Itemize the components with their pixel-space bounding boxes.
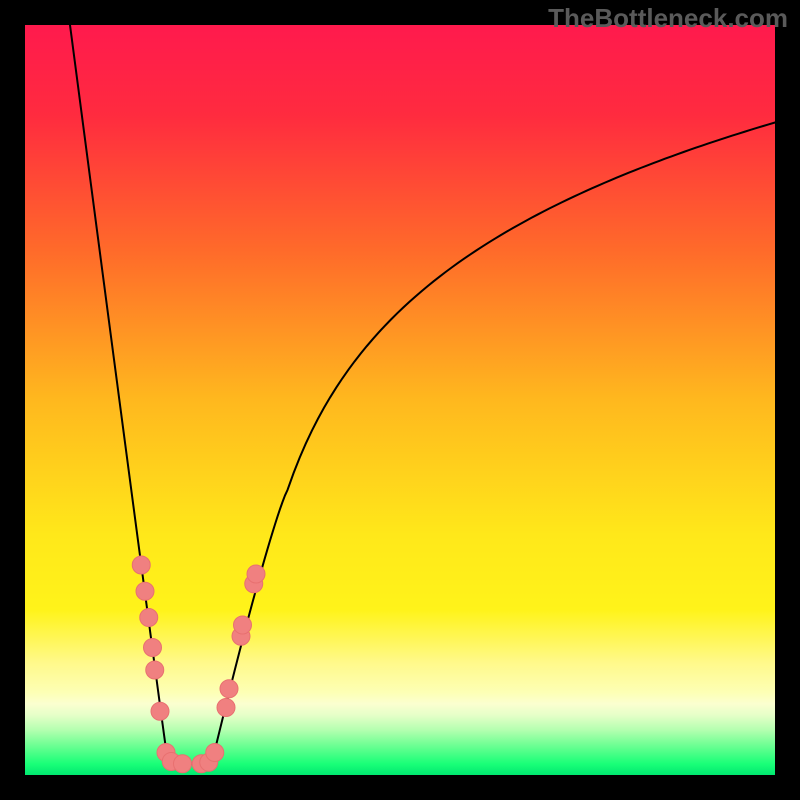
bottleneck-chart xyxy=(0,0,800,800)
data-marker xyxy=(151,702,169,720)
data-marker xyxy=(247,565,265,583)
chart-frame: TheBottleneck.com xyxy=(0,0,800,800)
data-marker xyxy=(220,680,238,698)
data-marker xyxy=(146,661,164,679)
data-marker xyxy=(132,556,150,574)
data-marker xyxy=(174,755,192,773)
data-marker xyxy=(144,639,162,657)
data-marker xyxy=(206,744,224,762)
data-marker xyxy=(217,699,235,717)
data-marker xyxy=(140,609,158,627)
plot-background xyxy=(25,25,775,775)
watermark-text: TheBottleneck.com xyxy=(548,3,788,34)
data-marker xyxy=(136,582,154,600)
data-marker xyxy=(234,616,252,634)
